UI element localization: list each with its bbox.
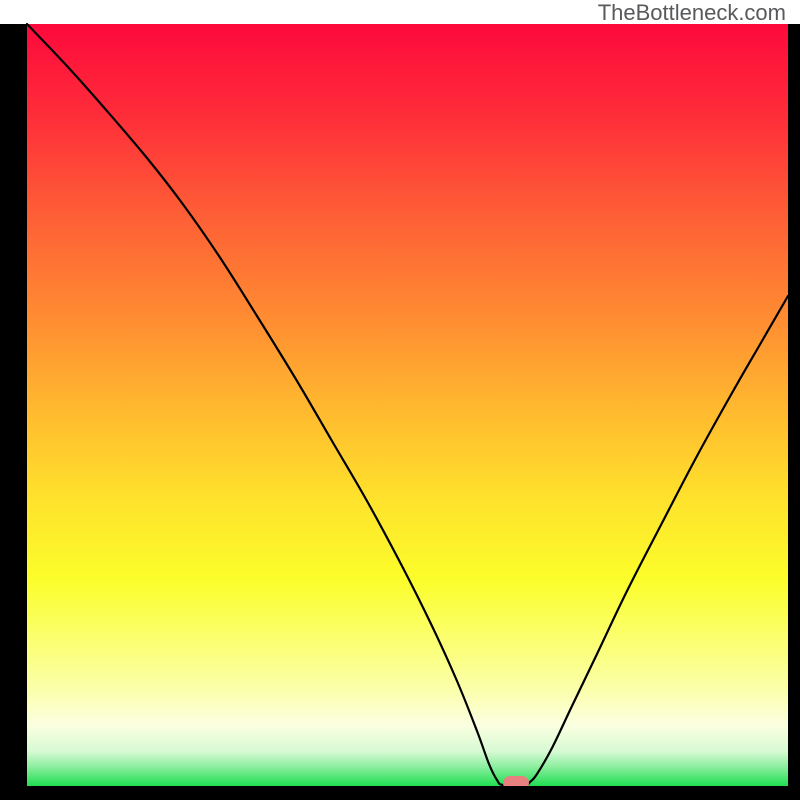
frame-bottom xyxy=(0,786,800,800)
frame-right xyxy=(788,24,800,800)
frame-left xyxy=(0,24,27,800)
bottleneck-curve xyxy=(0,0,800,800)
chart-container: TheBottleneck.com xyxy=(0,0,800,800)
attribution-text: TheBottleneck.com xyxy=(598,0,786,26)
